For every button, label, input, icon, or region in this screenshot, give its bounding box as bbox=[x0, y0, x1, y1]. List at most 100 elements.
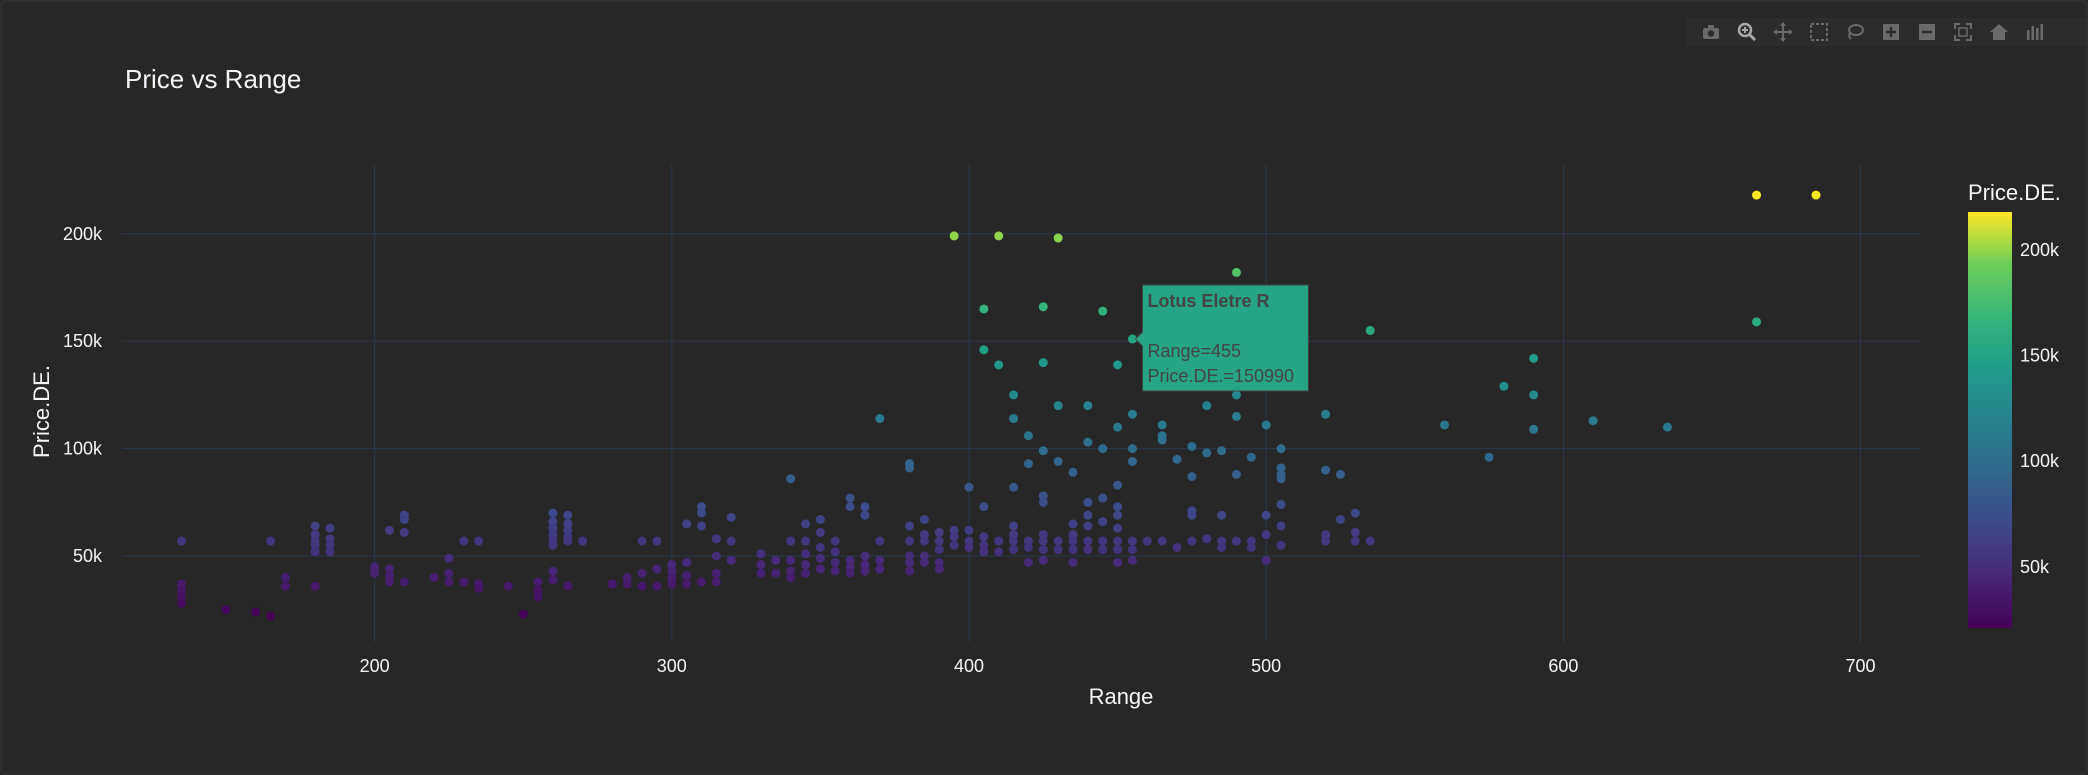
data-point[interactable] bbox=[1053, 233, 1063, 243]
data-point[interactable] bbox=[1187, 536, 1197, 546]
data-point[interactable] bbox=[548, 523, 558, 533]
data-point[interactable] bbox=[310, 530, 320, 540]
data-point[interactable] bbox=[801, 519, 811, 529]
data-point[interactable] bbox=[905, 536, 915, 546]
data-point[interactable] bbox=[533, 592, 543, 602]
data-point[interactable] bbox=[1231, 536, 1241, 546]
data-point[interactable] bbox=[1662, 422, 1672, 432]
data-point[interactable] bbox=[1009, 390, 1019, 400]
data-point[interactable] bbox=[1113, 510, 1123, 520]
data-point[interactable] bbox=[1187, 472, 1197, 482]
data-point[interactable] bbox=[1365, 536, 1375, 546]
data-point[interactable] bbox=[1038, 530, 1048, 540]
data-point[interactable] bbox=[979, 547, 989, 557]
data-point[interactable] bbox=[919, 515, 929, 525]
data-point[interactable] bbox=[786, 573, 796, 583]
data-point[interactable] bbox=[266, 536, 276, 546]
data-point[interactable] bbox=[815, 515, 825, 525]
data-point[interactable] bbox=[1127, 444, 1137, 454]
data-point[interactable] bbox=[176, 579, 186, 589]
data-point[interactable] bbox=[1127, 545, 1137, 555]
data-point[interactable] bbox=[1172, 454, 1182, 464]
data-point[interactable] bbox=[1217, 446, 1227, 456]
data-point[interactable] bbox=[1261, 420, 1271, 430]
data-point[interactable] bbox=[994, 231, 1004, 241]
data-point[interactable] bbox=[667, 566, 677, 576]
data-point[interactable] bbox=[444, 553, 454, 563]
data-point[interactable] bbox=[830, 536, 840, 546]
data-point[interactable] bbox=[1321, 409, 1331, 419]
data-point[interactable] bbox=[1068, 530, 1078, 540]
data-point[interactable] bbox=[1142, 536, 1152, 546]
data-point[interactable] bbox=[905, 566, 915, 576]
data-point[interactable] bbox=[875, 555, 885, 565]
data-point[interactable] bbox=[801, 560, 811, 570]
data-point[interactable] bbox=[1231, 469, 1241, 479]
data-point[interactable] bbox=[1321, 465, 1331, 475]
data-point[interactable] bbox=[919, 530, 929, 540]
data-point[interactable] bbox=[399, 527, 409, 537]
data-point[interactable] bbox=[622, 579, 632, 589]
zoom-out-icon[interactable] bbox=[1914, 19, 1940, 45]
data-point[interactable] bbox=[1202, 534, 1212, 544]
data-point[interactable] bbox=[979, 540, 989, 550]
data-point[interactable] bbox=[548, 566, 558, 576]
data-point[interactable] bbox=[1276, 463, 1286, 473]
data-point[interactable] bbox=[1113, 480, 1123, 490]
data-point[interactable] bbox=[934, 536, 944, 546]
camera-icon[interactable] bbox=[1698, 19, 1724, 45]
data-point[interactable] bbox=[1053, 457, 1063, 467]
data-point[interactable] bbox=[399, 577, 409, 587]
data-point[interactable] bbox=[1038, 555, 1048, 565]
data-point[interactable] bbox=[1113, 422, 1123, 432]
data-point[interactable] bbox=[1113, 360, 1123, 370]
data-point[interactable] bbox=[994, 360, 1004, 370]
zoom-in-icon[interactable] bbox=[1878, 19, 1904, 45]
data-point[interactable] bbox=[563, 510, 573, 520]
data-point[interactable] bbox=[607, 579, 617, 589]
data-point[interactable] bbox=[280, 581, 290, 591]
data-point[interactable] bbox=[1261, 510, 1271, 520]
data-point[interactable] bbox=[474, 583, 484, 593]
data-point[interactable] bbox=[801, 549, 811, 559]
data-point[interactable] bbox=[1231, 411, 1241, 421]
data-point[interactable] bbox=[1811, 190, 1821, 200]
data-point[interactable] bbox=[1023, 459, 1033, 469]
data-point[interactable] bbox=[830, 547, 840, 557]
data-point[interactable] bbox=[563, 536, 573, 546]
data-point[interactable] bbox=[667, 579, 677, 589]
data-point[interactable] bbox=[1276, 474, 1286, 484]
data-point[interactable] bbox=[994, 547, 1004, 557]
data-point[interactable] bbox=[1321, 530, 1331, 540]
data-point[interactable] bbox=[310, 581, 320, 591]
data-point[interactable] bbox=[1068, 536, 1078, 546]
data-point[interactable] bbox=[1009, 545, 1019, 555]
data-point[interactable] bbox=[384, 570, 394, 580]
data-point[interactable] bbox=[964, 536, 974, 546]
data-point[interactable] bbox=[979, 304, 989, 314]
data-point[interactable] bbox=[1113, 545, 1123, 555]
data-point[interactable] bbox=[845, 568, 855, 578]
data-point[interactable] bbox=[697, 521, 707, 531]
data-point[interactable] bbox=[1439, 420, 1449, 430]
data-point[interactable] bbox=[518, 609, 528, 619]
data-point[interactable] bbox=[1365, 325, 1375, 335]
data-point[interactable] bbox=[1335, 515, 1345, 525]
data-point[interactable] bbox=[251, 607, 261, 617]
data-point[interactable] bbox=[1350, 527, 1360, 537]
data-point[interactable] bbox=[310, 540, 320, 550]
data-point[interactable] bbox=[771, 555, 781, 565]
data-point[interactable] bbox=[1261, 530, 1271, 540]
data-point[interactable] bbox=[622, 573, 632, 583]
data-point[interactable] bbox=[786, 555, 796, 565]
data-point[interactable] bbox=[964, 482, 974, 492]
data-point[interactable] bbox=[860, 510, 870, 520]
data-point[interactable] bbox=[1113, 536, 1123, 546]
data-point[interactable] bbox=[1127, 555, 1137, 565]
data-point[interactable] bbox=[979, 532, 989, 542]
data-point[interactable] bbox=[845, 555, 855, 565]
data-point[interactable] bbox=[786, 474, 796, 484]
data-point[interactable] bbox=[1246, 542, 1256, 552]
data-point[interactable] bbox=[845, 562, 855, 572]
data-point[interactable] bbox=[964, 525, 974, 535]
